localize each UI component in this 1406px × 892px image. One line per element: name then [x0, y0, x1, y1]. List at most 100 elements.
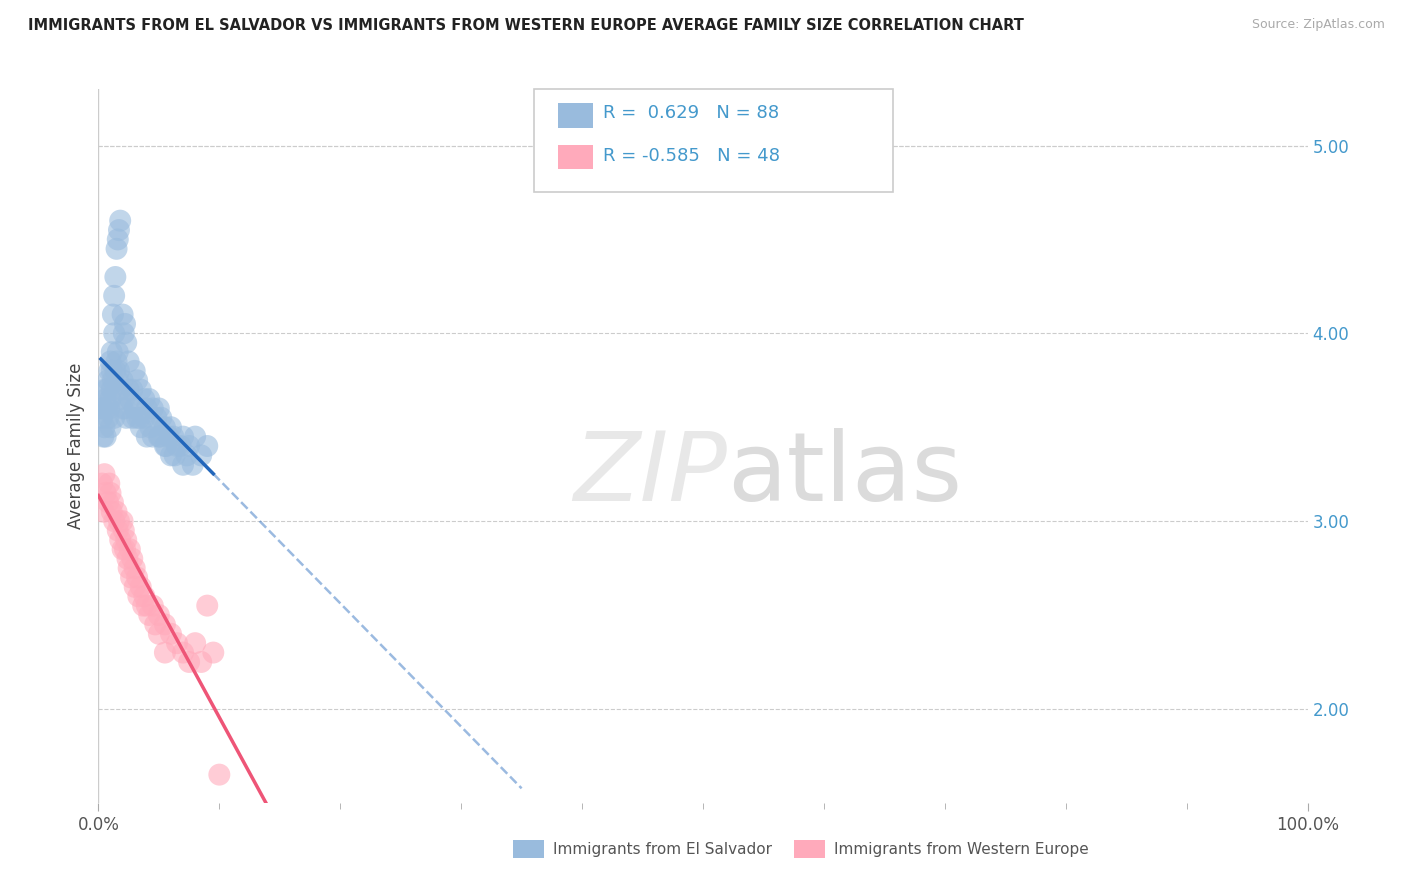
- Point: [172, 429, 194, 443]
- Point: [111, 542, 134, 557]
- Point: [93, 383, 115, 397]
- Point: [134, 589, 156, 603]
- Point: [153, 617, 176, 632]
- Point: [94, 486, 117, 500]
- Point: [142, 599, 165, 613]
- Point: [105, 505, 128, 519]
- Point: [190, 655, 212, 669]
- Text: Immigrants from El Salvador: Immigrants from El Salvador: [553, 842, 772, 856]
- Point: [108, 383, 131, 397]
- Point: [98, 476, 121, 491]
- Point: [104, 364, 127, 378]
- Point: [155, 439, 177, 453]
- Point: [108, 223, 131, 237]
- Point: [103, 289, 125, 303]
- Point: [179, 439, 201, 453]
- Point: [100, 486, 122, 500]
- Point: [148, 429, 170, 443]
- Point: [111, 401, 134, 416]
- Point: [132, 599, 155, 613]
- Point: [166, 439, 188, 453]
- Point: [114, 317, 136, 331]
- Point: [163, 449, 186, 463]
- Point: [101, 373, 124, 387]
- Point: [124, 580, 146, 594]
- Point: [176, 449, 198, 463]
- Point: [135, 401, 157, 416]
- Point: [91, 476, 114, 491]
- Point: [101, 308, 124, 322]
- Point: [98, 401, 121, 416]
- Point: [124, 401, 146, 416]
- Point: [100, 505, 122, 519]
- Point: [107, 373, 129, 387]
- Point: [153, 420, 176, 434]
- Point: [208, 767, 231, 781]
- Point: [135, 599, 157, 613]
- Point: [160, 420, 183, 434]
- Point: [103, 514, 125, 528]
- Point: [93, 467, 115, 482]
- Point: [107, 345, 129, 359]
- Point: [91, 505, 114, 519]
- Point: [112, 392, 135, 406]
- Point: [142, 401, 165, 416]
- Point: [157, 429, 180, 443]
- Point: [172, 458, 194, 472]
- Point: [107, 232, 129, 246]
- Point: [127, 570, 149, 584]
- Point: [114, 542, 136, 557]
- Point: [169, 439, 191, 453]
- Point: [104, 270, 127, 285]
- Point: [96, 401, 118, 416]
- Point: [94, 392, 117, 406]
- Text: R =  0.629   N = 88: R = 0.629 N = 88: [603, 104, 779, 122]
- Point: [149, 429, 172, 443]
- Point: [145, 410, 167, 425]
- Point: [118, 383, 141, 397]
- Text: ZIP: ZIP: [574, 428, 727, 521]
- Point: [91, 401, 114, 416]
- Point: [143, 617, 166, 632]
- Point: [96, 383, 118, 397]
- Point: [118, 561, 141, 575]
- Point: [90, 401, 112, 416]
- Point: [121, 410, 143, 425]
- Point: [184, 429, 207, 443]
- Point: [118, 542, 141, 557]
- Point: [115, 533, 138, 547]
- Point: [112, 326, 135, 341]
- Point: [103, 410, 125, 425]
- Point: [111, 308, 134, 322]
- Point: [111, 373, 134, 387]
- Point: [103, 326, 125, 341]
- Point: [142, 429, 165, 443]
- Point: [153, 439, 176, 453]
- Point: [181, 458, 204, 472]
- Point: [100, 392, 122, 406]
- Point: [129, 580, 152, 594]
- Point: [134, 392, 156, 406]
- Point: [105, 242, 128, 256]
- Point: [138, 607, 160, 622]
- Point: [148, 627, 170, 641]
- Point: [98, 364, 121, 378]
- Point: [107, 524, 129, 538]
- Point: [121, 383, 143, 397]
- Point: [108, 213, 131, 227]
- Point: [117, 551, 139, 566]
- Point: [148, 401, 170, 416]
- Point: [111, 514, 134, 528]
- Point: [118, 354, 141, 368]
- Point: [114, 401, 136, 416]
- Point: [162, 429, 184, 443]
- Point: [150, 410, 173, 425]
- Text: IMMIGRANTS FROM EL SALVADOR VS IMMIGRANTS FROM WESTERN EUROPE AVERAGE FAMILY SIZ: IMMIGRANTS FROM EL SALVADOR VS IMMIGRANT…: [28, 18, 1024, 33]
- Text: Source: ZipAtlas.com: Source: ZipAtlas.com: [1251, 18, 1385, 31]
- Point: [100, 383, 122, 397]
- Point: [97, 495, 120, 509]
- Point: [129, 420, 152, 434]
- Point: [128, 410, 150, 425]
- Point: [108, 533, 131, 547]
- Point: [202, 646, 225, 660]
